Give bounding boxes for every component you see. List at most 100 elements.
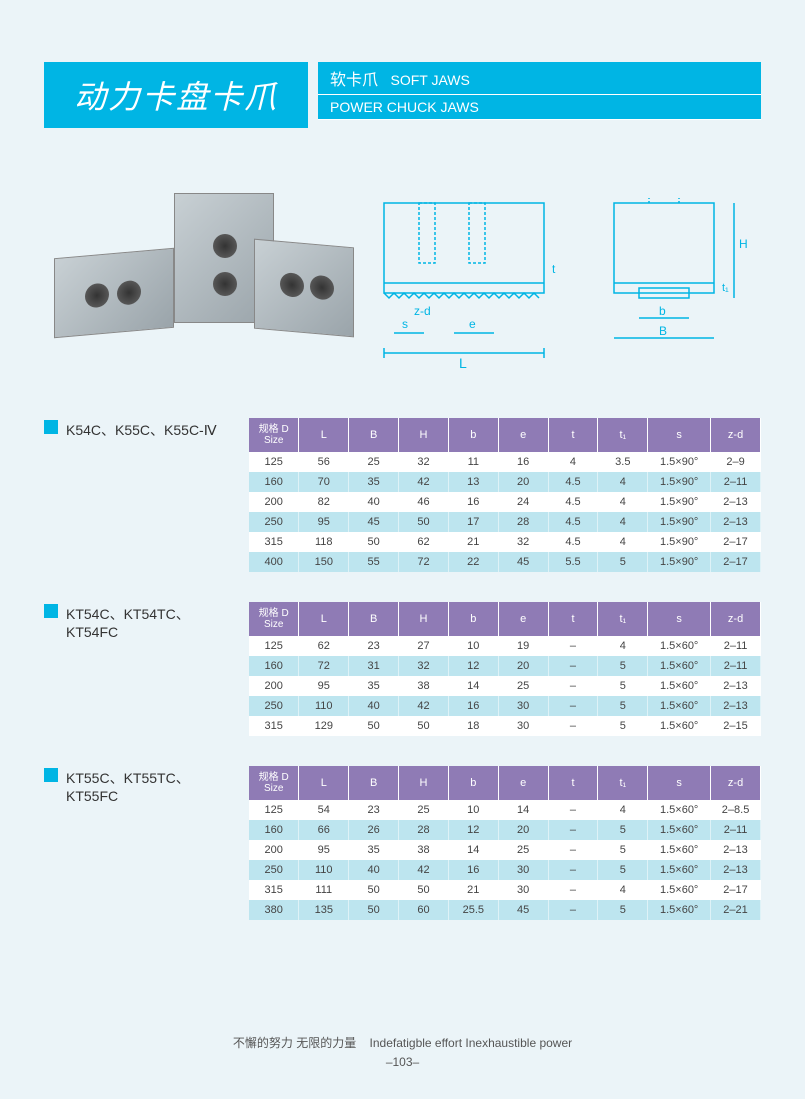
table-cell: 5 xyxy=(598,552,648,572)
table-cell: – xyxy=(548,800,598,820)
table-cell: 12 xyxy=(448,820,498,840)
table-cell: 54 xyxy=(299,800,349,820)
product-photo xyxy=(44,183,344,363)
table-cell: 5.5 xyxy=(548,552,598,572)
table-cell: 160 xyxy=(249,472,299,492)
subtitle-2: POWER CHUCK JAWS xyxy=(318,95,761,120)
spec-table: 规格 DSizeLBHbett₁sz-d1256223271019–41.5×6… xyxy=(249,602,761,736)
table-cell: 2–13 xyxy=(711,860,761,880)
table-row: 1606626281220–51.5×60°2–11 xyxy=(249,820,761,840)
table-cell: 62 xyxy=(399,532,449,552)
page-number: –103– xyxy=(0,1055,805,1069)
section-title: K54C、K55C、K55C-Ⅳ xyxy=(66,420,217,440)
table-cell: 2–11 xyxy=(711,636,761,656)
table-header-cell: 规格 DSize xyxy=(249,766,299,800)
table-cell: 2–15 xyxy=(711,716,761,736)
table-cell: 32 xyxy=(498,532,548,552)
table-header-cell: H xyxy=(399,766,449,800)
table-cell: 25 xyxy=(399,800,449,820)
table-cell: 30 xyxy=(498,716,548,736)
table-header-cell: 规格 DSize xyxy=(249,418,299,452)
table-cell: 16 xyxy=(498,452,548,472)
table-header-cell: e xyxy=(498,418,548,452)
table-row: 400150557222455.551.5×90°2–17 xyxy=(249,552,761,572)
table-cell: 1.5×90° xyxy=(648,472,711,492)
table-cell: 380 xyxy=(249,900,299,920)
table-cell: 35 xyxy=(349,840,399,860)
table-cell: 110 xyxy=(299,860,349,880)
svg-text:t₁: t₁ xyxy=(722,282,729,294)
table-cell: 160 xyxy=(249,656,299,676)
table-cell: 60 xyxy=(399,900,449,920)
table-row: 20082404616244.541.5×90°2–13 xyxy=(249,492,761,512)
table-cell: 4 xyxy=(598,472,648,492)
table-cell: 50 xyxy=(399,512,449,532)
table-cell: 26 xyxy=(349,820,399,840)
table-cell: 21 xyxy=(448,532,498,552)
table-header-cell: s xyxy=(648,766,711,800)
table-cell: 160 xyxy=(249,820,299,840)
table-header-cell: z-d xyxy=(711,602,761,636)
table-cell: 2–13 xyxy=(711,696,761,716)
section-label: KT55C、KT55TC、KT55FC xyxy=(44,766,234,920)
table-cell: 2–11 xyxy=(711,820,761,840)
table-cell: 16 xyxy=(448,492,498,512)
table-cell: 28 xyxy=(498,512,548,532)
table-cell: 12 xyxy=(448,656,498,676)
table-cell: 40 xyxy=(349,492,399,512)
table-cell: 21 xyxy=(448,880,498,900)
svg-text:e: e xyxy=(469,317,476,331)
table-header-cell: t xyxy=(548,766,598,800)
table-cell: – xyxy=(548,636,598,656)
svg-text:s: s xyxy=(402,317,408,331)
table-header-cell: e xyxy=(498,766,548,800)
slogan-en: Indefatigble effort Inexhaustible power xyxy=(370,1036,573,1050)
table-cell: 10 xyxy=(448,636,498,656)
table-cell: 31 xyxy=(349,656,399,676)
table-cell: 45 xyxy=(498,900,548,920)
table-cell: 14 xyxy=(448,840,498,860)
spec-table: 规格 DSizeLBHbett₁sz-d1255423251014–41.5×6… xyxy=(249,766,761,920)
section-title: KT55C、KT55TC、KT55FC xyxy=(66,768,234,804)
tables-container: K54C、K55C、K55C-Ⅳ规格 DSizeLBHbett₁sz-d1255… xyxy=(0,408,805,940)
table-header-cell: t₁ xyxy=(598,766,648,800)
table-cell: 2–21 xyxy=(711,900,761,920)
table-cell: 72 xyxy=(399,552,449,572)
table-cell: 70 xyxy=(299,472,349,492)
table-cell: 5 xyxy=(598,716,648,736)
table-cell: 125 xyxy=(249,800,299,820)
table-cell: 4 xyxy=(598,880,648,900)
table-cell: 14 xyxy=(498,800,548,820)
table-cell: 11 xyxy=(448,452,498,472)
table-cell: 38 xyxy=(399,840,449,860)
table-cell: – xyxy=(548,860,598,880)
table-header-cell: b xyxy=(448,602,498,636)
table-cell: 56 xyxy=(299,452,349,472)
table-header-cell: H xyxy=(399,602,449,636)
table-cell: 1.5×60° xyxy=(648,696,711,716)
table-row: 25095455017284.541.5×90°2–13 xyxy=(249,512,761,532)
table-cell: 42 xyxy=(399,472,449,492)
table-cell: 315 xyxy=(249,532,299,552)
table-cell: 1.5×60° xyxy=(648,860,711,880)
table-cell: 28 xyxy=(399,820,449,840)
table-cell: 1.5×60° xyxy=(648,716,711,736)
table-cell: – xyxy=(548,676,598,696)
table-cell: 5 xyxy=(598,900,648,920)
table-cell: 4.5 xyxy=(548,492,598,512)
table-cell: 1.5×60° xyxy=(648,880,711,900)
table-cell: 5 xyxy=(598,656,648,676)
table-cell: 20 xyxy=(498,656,548,676)
table-cell: – xyxy=(548,716,598,736)
table-cell: 95 xyxy=(299,840,349,860)
table-cell: 25 xyxy=(498,676,548,696)
table-cell: 40 xyxy=(349,860,399,880)
table-cell: – xyxy=(548,840,598,860)
table-header-cell: B xyxy=(349,418,399,452)
table-cell: 18 xyxy=(448,716,498,736)
table-cell: 25.5 xyxy=(448,900,498,920)
table-cell: 2–13 xyxy=(711,492,761,512)
table-cell: 2–9 xyxy=(711,452,761,472)
table-cell: 30 xyxy=(498,696,548,716)
table-cell: 315 xyxy=(249,716,299,736)
